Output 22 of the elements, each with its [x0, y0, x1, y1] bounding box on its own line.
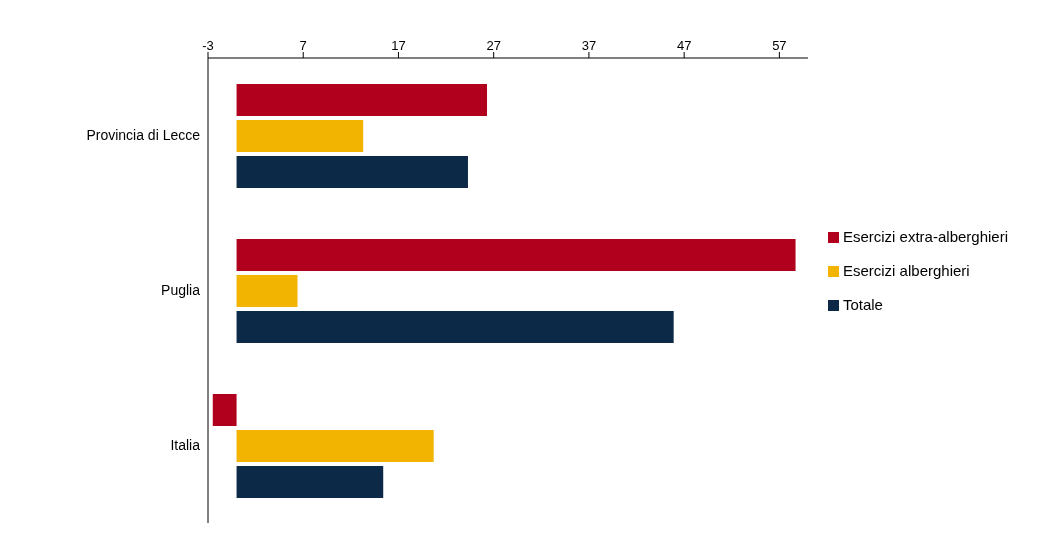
- bar: [236, 311, 674, 343]
- x-tick-label: 47: [676, 38, 692, 53]
- bar: [236, 430, 434, 462]
- bar: [236, 466, 384, 498]
- bar: [236, 275, 298, 307]
- bar: [236, 156, 468, 188]
- x-tick-label: 37: [581, 38, 597, 53]
- legend-label: Totale: [842, 295, 883, 313]
- x-tick-label: 17: [391, 38, 406, 53]
- bar: [236, 120, 364, 152]
- bar: [212, 394, 237, 426]
- y-tick-label: Italia: [170, 437, 201, 454]
- bar: [236, 84, 488, 116]
- x-tick-label: 57: [772, 38, 787, 53]
- x-tick-label: -3: [202, 38, 214, 53]
- legend-label: Esercizi extra-alberghieri: [842, 227, 1008, 245]
- x-tick-label: 7: [299, 38, 307, 53]
- bar: [236, 239, 796, 271]
- y-tick-label: Puglia: [161, 282, 201, 299]
- x-tick-label: 27: [486, 38, 501, 53]
- y-tick-label: Provincia di Lecce: [86, 127, 201, 144]
- legend-label: Esercizi alberghieri: [842, 261, 970, 279]
